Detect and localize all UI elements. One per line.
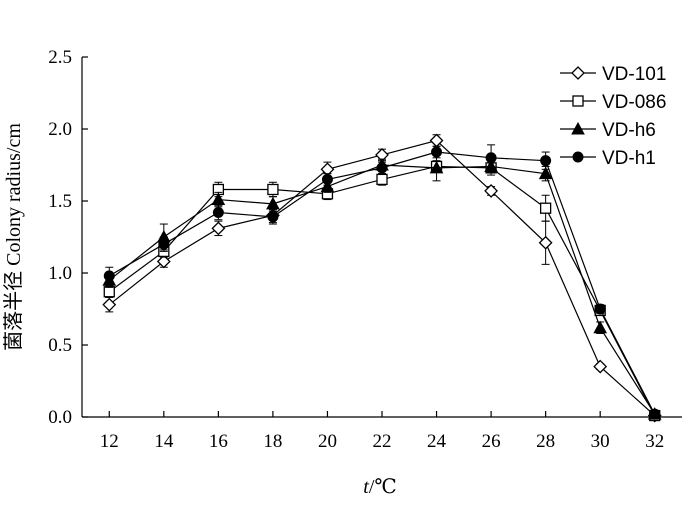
y-tick-label: 2.5: [48, 47, 72, 68]
data-point: [266, 196, 280, 210]
x-tick-label: 32: [645, 431, 664, 452]
x-tick-label: 22: [373, 431, 392, 452]
legend-marker: [572, 95, 584, 107]
data-point: [212, 207, 224, 219]
y-tick-label: 1.0: [48, 263, 72, 284]
data-point: [376, 173, 388, 186]
data-point: [593, 320, 608, 334]
legend-marker: [571, 66, 585, 80]
x-axis-title-unit: /℃: [369, 476, 397, 498]
legend-item: VD-086: [560, 92, 666, 113]
data-point: [103, 286, 115, 298]
x-axis-title-variable: t: [363, 476, 369, 498]
data-point: [321, 173, 333, 185]
data-point: [593, 359, 608, 374]
data-point: [211, 221, 226, 236]
data-point: [267, 211, 279, 223]
data-point: [376, 162, 388, 174]
legend-label: VD-101: [602, 64, 666, 85]
series-vd-101: [102, 133, 662, 423]
y-tick-label: 1.5: [48, 191, 72, 212]
plot-area: 0.0 0.5 1.0 1.5 2.0 2.5 12 14 16 18 20 22 24 26 28 30 32: [48, 47, 682, 452]
legend-item: VD-h1: [560, 148, 656, 169]
data-point: [649, 408, 661, 420]
legend-marker: [571, 121, 585, 135]
data-point: [103, 270, 115, 282]
y-tick-label: 0.5: [48, 335, 72, 356]
data-point: [102, 297, 117, 312]
data-point: [538, 235, 553, 250]
legend-label: VD-h1: [602, 148, 656, 169]
x-tick-label: 14: [154, 431, 174, 452]
legend-label: VD-h6: [602, 120, 656, 141]
legend-item: VD-101: [560, 64, 666, 85]
series-line: [108, 164, 656, 415]
y-axis-title-group: 菌落半径 Colony radius/cm: [2, 123, 25, 351]
series-vd-h6: [102, 154, 662, 420]
x-tick-label: 28: [536, 431, 555, 452]
series-line: [108, 151, 656, 415]
series-vd-h1: [103, 144, 661, 420]
data-point: [156, 254, 171, 269]
data-point: [429, 160, 444, 174]
data-point: [485, 152, 497, 164]
data-point: [431, 146, 443, 158]
x-tick-label: 24: [427, 431, 447, 452]
series-vd-086: [103, 160, 661, 422]
x-tick-label: 30: [591, 431, 610, 452]
x-tick-label: 16: [209, 431, 228, 452]
legend-label: VD-086: [602, 92, 666, 113]
x-axis-title: t/℃: [363, 476, 397, 498]
legend-marker: [572, 151, 584, 163]
x-tick-label: 12: [100, 431, 119, 452]
data-point: [540, 155, 552, 167]
y-axis-title: 菌落半径 Colony radius/cm: [2, 123, 25, 351]
x-tick-label: 18: [263, 431, 282, 452]
data-point: [484, 184, 499, 198]
x-tick-label: 26: [482, 431, 501, 452]
data-point: [539, 202, 552, 214]
data-point: [158, 238, 170, 250]
legend: VD-101 VD-086 VD-h6 VD-h1: [560, 64, 666, 169]
x-tick-label: 20: [318, 431, 337, 452]
y-tick-label: 0.0: [48, 407, 72, 428]
data-point: [211, 192, 226, 206]
data-point: [320, 179, 335, 193]
data-point: [267, 183, 279, 196]
data-point: [538, 166, 553, 180]
y-tick-label: 2.0: [48, 119, 72, 140]
data-point: [594, 303, 606, 315]
series-line: [108, 165, 656, 416]
legend-item: VD-h6: [560, 120, 656, 141]
